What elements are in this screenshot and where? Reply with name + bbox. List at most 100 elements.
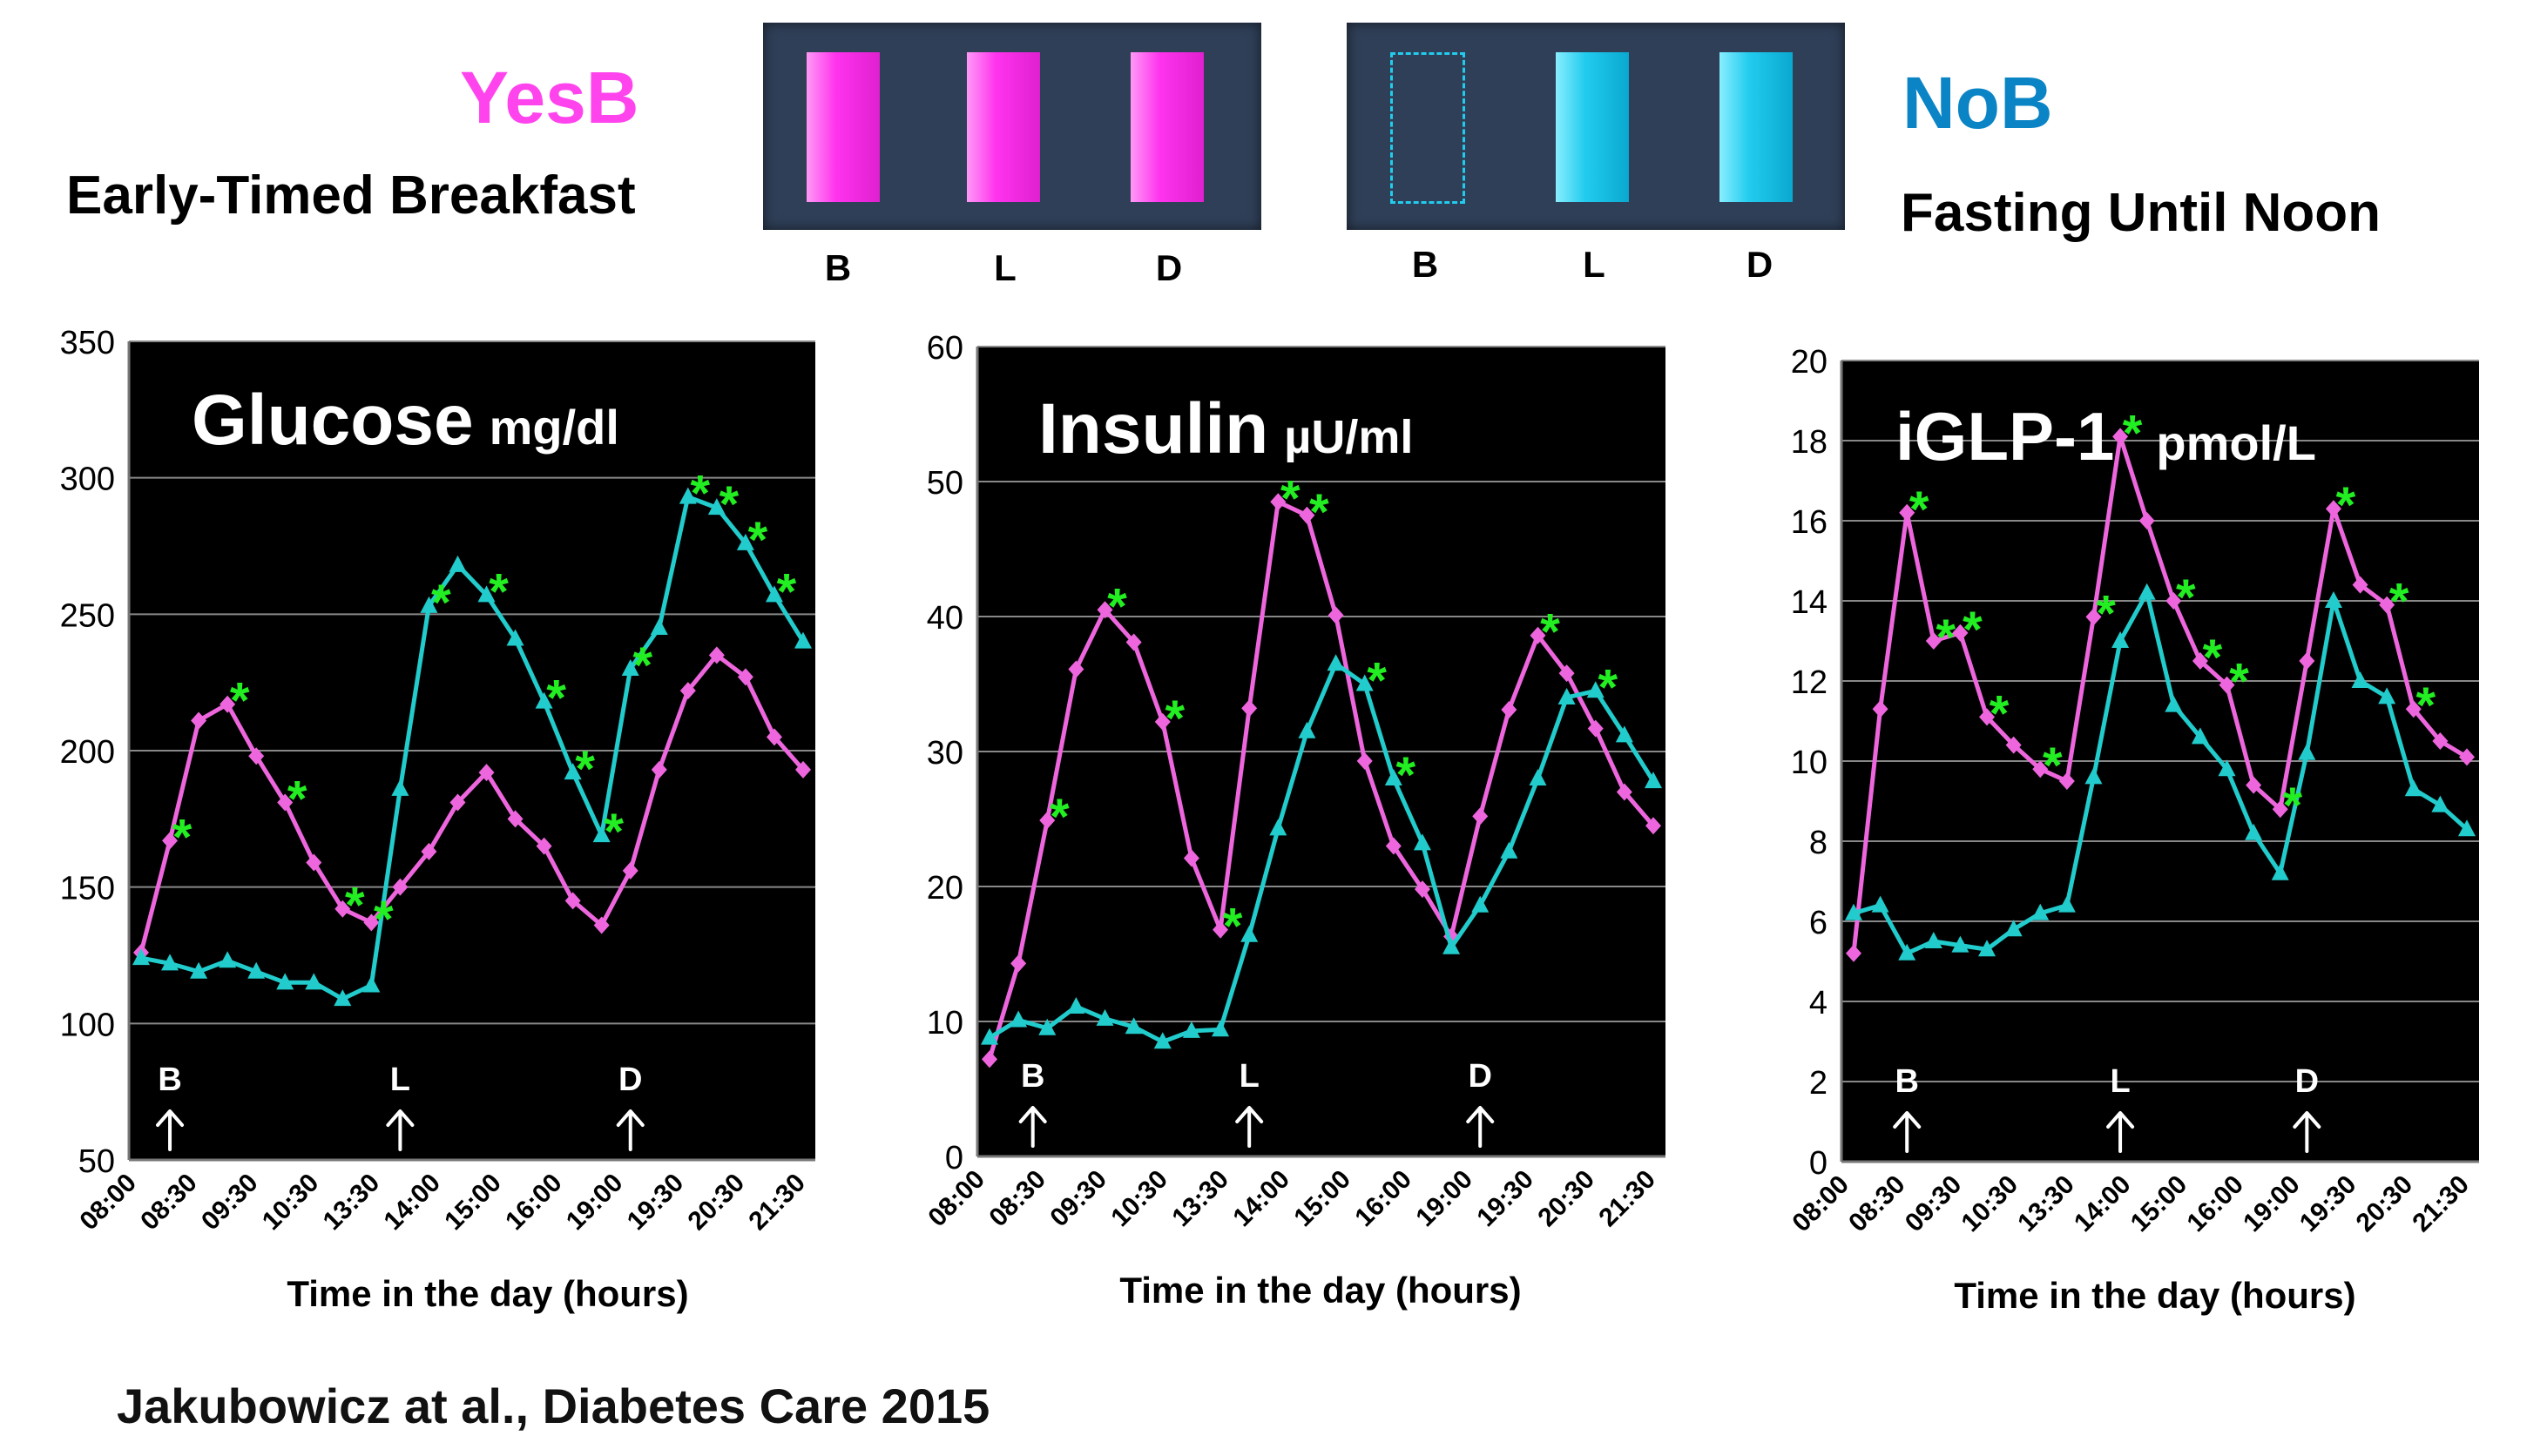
nob-data-point: [132, 948, 150, 966]
y-tick-label: 100: [60, 1007, 115, 1043]
x-tick-label: 16:00: [500, 1169, 568, 1237]
nob-data-point: [535, 691, 553, 709]
yesb-data-point: [334, 900, 351, 918]
nob-subtitle: Fasting Until Noon: [1901, 183, 2381, 243]
yesb-data-point: [1270, 493, 1287, 511]
yesb-breakfast-bar: [807, 52, 880, 202]
yesb-data-point: [2459, 748, 2475, 766]
nob-data-point: [1442, 937, 1461, 954]
yesb-data-point: [1925, 632, 1942, 650]
yesb-data-point: [1979, 708, 1996, 726]
significance-asterisk: *: [575, 741, 595, 798]
yesb-meal-label-l: L: [994, 247, 1017, 288]
meal-marker-label: D: [1468, 1058, 1491, 1095]
x-tick-label: 13:30: [2012, 1170, 2080, 1238]
insulin-chart: 010203040506008:0008:3009:3010:3013:3014…: [922, 330, 1665, 1311]
nob-data-point: [1978, 940, 1996, 957]
meal-marker-label: L: [2110, 1063, 2130, 1100]
significance-asterisk: *: [2096, 585, 2116, 642]
significance-asterisk: *: [1936, 610, 1956, 666]
significance-asterisk: *: [777, 563, 797, 620]
x-tick-label: 13:30: [1166, 1165, 1234, 1233]
yesb-data-point: [536, 837, 552, 855]
nob-data-point: [1384, 769, 1402, 785]
x-axis-label: Time in the day (hours): [1954, 1275, 2355, 1316]
nob-label: NoB: [1902, 62, 2053, 144]
x-tick-label: 19:00: [561, 1169, 629, 1237]
meal-marker-arrow: [386, 1109, 415, 1151]
nob-dinner-bar: [1719, 52, 1793, 202]
x-tick-label: 20:30: [2351, 1170, 2419, 1238]
x-tick-label: 14:00: [1227, 1165, 1295, 1233]
yesb-data-point: [564, 892, 581, 910]
nob-data-point: [564, 763, 582, 780]
nob-data-point: [1298, 721, 1316, 738]
x-tick-label: 19:30: [622, 1169, 690, 1237]
significance-asterisk: *: [2203, 630, 2223, 686]
yesb-data-point: [2405, 700, 2422, 718]
yesb-series-line: [987, 498, 1655, 1061]
nob-data-point: [1898, 943, 1916, 961]
nob-data-point: [2271, 863, 2289, 880]
iglp1-chart: 0246810121416182008:0008:3009:3010:3013:…: [1787, 344, 2479, 1316]
yesb-data-point: [421, 842, 437, 860]
nob-meal-label-l: L: [1583, 244, 1605, 285]
y-tick-label: 250: [60, 597, 115, 634]
nob-data-point: [420, 596, 438, 613]
x-tick-label: 16:00: [1349, 1165, 1417, 1233]
yesb-data-point: [306, 853, 322, 872]
nob-data-point: [190, 961, 208, 979]
yesb-data-point: [1587, 719, 1604, 738]
y-tick-label: 0: [1809, 1145, 1827, 1182]
nob-data-point: [1355, 674, 1374, 691]
nob-data-point: [2111, 631, 2130, 648]
significance-asterisk: *: [1990, 685, 2010, 742]
y-tick-label: 200: [60, 734, 115, 771]
nob-data-point: [2191, 727, 2209, 745]
nob-data-point: [334, 989, 352, 1007]
x-tick-label: 14:00: [378, 1169, 446, 1237]
yesb-data-point: [507, 810, 524, 828]
x-tick-label: 19:30: [1471, 1165, 1539, 1233]
nob-data-point: [2404, 779, 2422, 797]
yesb-data-point: [1068, 660, 1084, 678]
meal-marker-arrow: [2106, 1111, 2135, 1153]
meal-marker-label: B: [1895, 1063, 1918, 1100]
meal-marker-label: D: [2295, 1063, 2319, 1100]
significance-asterisk: *: [1367, 653, 1387, 710]
yesb-data-point: [651, 760, 667, 779]
significance-asterisk: *: [2123, 405, 2143, 462]
meal-marker-label: B: [1021, 1058, 1044, 1095]
nob-data-point: [1951, 935, 1969, 953]
yesb-data-point: [220, 695, 236, 713]
chart-title: Insulin µU/ml: [1038, 389, 1413, 468]
meal-marker-label: B: [158, 1062, 181, 1098]
meal-marker-arrow: [1893, 1111, 1922, 1153]
yesb-data-point: [2432, 732, 2449, 750]
y-tick-label: 20: [927, 870, 963, 907]
meal-marker-arrow: [616, 1109, 645, 1151]
nob-data-point: [650, 618, 668, 635]
yesb-data-point: [1097, 601, 1113, 619]
yesb-data-point: [2138, 512, 2155, 529]
nob-data-point: [1586, 681, 1605, 698]
yesb-data-point: [766, 728, 782, 746]
nob-data-point: [2057, 895, 2076, 913]
nob-data-point: [161, 954, 179, 971]
yesb-data-point: [2246, 776, 2262, 794]
significance-asterisk: *: [230, 673, 250, 730]
chart-units: mg/dl: [490, 400, 619, 455]
significance-asterisk: *: [2415, 677, 2436, 734]
significance-asterisk: *: [374, 891, 394, 947]
nob-data-point: [477, 585, 496, 603]
significance-asterisk: *: [1909, 482, 1929, 538]
significance-asterisk: *: [2043, 738, 2063, 794]
x-tick-label: 09:30: [1900, 1170, 1968, 1238]
yesb-data-point: [1472, 807, 1489, 826]
nob-data-point: [391, 779, 409, 796]
nob-data-point: [1182, 1021, 1200, 1038]
yesb-data-point: [2032, 760, 2049, 779]
yesb-data-point: [1356, 752, 1373, 770]
y-tick-label: 30: [927, 735, 963, 772]
x-tick-label: 10:30: [1105, 1165, 1173, 1233]
